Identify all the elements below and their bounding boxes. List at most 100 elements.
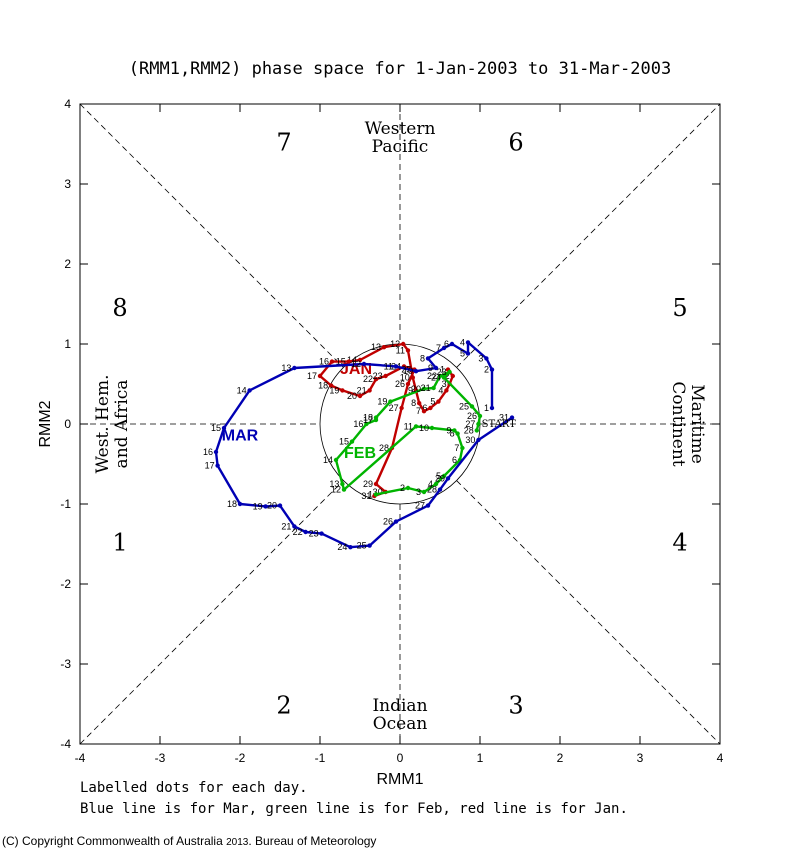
- day-dot: [489, 367, 495, 372]
- series-lines: 1234567891011121314151617181920212223242…: [203, 337, 516, 552]
- day-label: 14: [323, 455, 333, 465]
- note-line-1: Labelled dots for each day.: [80, 780, 308, 796]
- day-dot: [421, 409, 427, 414]
- series-line-feb: [334, 370, 482, 496]
- day-dot: [247, 388, 252, 393]
- day-dot: [441, 473, 447, 479]
- y-tick-label: 3: [64, 177, 71, 191]
- x-tick-label: 3: [637, 751, 644, 765]
- x-tick-label: 0: [397, 751, 404, 765]
- day-label: 18: [318, 381, 328, 391]
- day-dot: [215, 463, 220, 468]
- day-dot: [449, 341, 455, 347]
- day-label: 3: [416, 487, 421, 497]
- day-dot: [405, 381, 411, 387]
- day-label: 11: [384, 361, 393, 371]
- day-dot: [367, 543, 372, 548]
- day-dot: [388, 399, 393, 404]
- start-label: START: [482, 419, 517, 430]
- x-tick-label: 1: [477, 751, 484, 765]
- copyright-year: 2013: [226, 837, 249, 848]
- day-label: 16: [319, 357, 329, 367]
- day-dot: [364, 421, 369, 427]
- y-tick-label: -4: [60, 737, 71, 751]
- day-dot: [413, 424, 419, 429]
- day-dot: [428, 405, 433, 411]
- day-dot: [221, 425, 227, 431]
- day-dot: [373, 492, 379, 497]
- day-label: 5: [430, 397, 435, 407]
- day-label: 10: [403, 366, 413, 376]
- day-label: 6: [422, 403, 427, 413]
- day-dot: [447, 369, 452, 375]
- day-label: 22: [427, 371, 437, 381]
- day-dot: [329, 359, 335, 364]
- day-label: 29: [435, 473, 445, 483]
- day-label: 3: [478, 353, 483, 363]
- phase-label-4: 4: [672, 528, 687, 556]
- day-label: 17: [307, 371, 317, 381]
- day-label: 15: [336, 357, 346, 367]
- day-label: 13: [281, 363, 291, 373]
- day-dot: [373, 377, 379, 382]
- day-label: 9: [428, 363, 433, 373]
- day-label: 12: [390, 339, 400, 349]
- region-right-line-1: Maritime: [687, 384, 707, 464]
- day-dot: [341, 487, 347, 492]
- day-label: 14: [347, 355, 357, 365]
- day-dot: [465, 351, 471, 356]
- y-tick-label: 2: [64, 257, 71, 271]
- chart-title: (RMM1,RMM2) phase space for 1-Jan-2003 t…: [129, 59, 671, 79]
- day-dot: [373, 481, 379, 487]
- day-label: 23: [437, 367, 447, 377]
- day-dot: [410, 375, 415, 380]
- day-label: 12: [351, 359, 361, 369]
- day-label: 3: [442, 379, 447, 389]
- y-tick-label: -1: [60, 497, 71, 511]
- day-label: 19: [253, 501, 263, 511]
- region-top-line-2: Pacific: [372, 137, 429, 157]
- day-dot: [340, 481, 345, 487]
- day-dot: [263, 504, 268, 509]
- day-label: 4: [460, 337, 465, 347]
- note-line-2: Blue line is for Mar, green line is for …: [80, 801, 628, 817]
- day-label: 19: [329, 385, 339, 395]
- day-dot: [509, 415, 515, 420]
- day-label: 1: [368, 489, 373, 499]
- y-tick-label: -3: [60, 657, 71, 671]
- day-dot: [292, 365, 297, 371]
- day-label: 31: [499, 413, 509, 423]
- day-label: 2: [484, 365, 489, 375]
- day-dot: [393, 364, 399, 369]
- day-dot: [429, 425, 435, 431]
- day-label: 27: [465, 419, 475, 429]
- diagonal-line-1: [79, 103, 344, 368]
- day-dot: [489, 405, 495, 411]
- day-dot: [381, 345, 387, 350]
- day-dot: [383, 373, 388, 379]
- day-label: 28: [427, 485, 437, 495]
- day-label: 1: [484, 403, 489, 413]
- day-label: 20: [411, 384, 421, 394]
- day-label: 13: [371, 342, 381, 352]
- diagonal-line-2: [79, 480, 344, 745]
- day-label: 9: [446, 425, 451, 435]
- day-dot: [348, 545, 353, 550]
- day-label: 15: [211, 423, 221, 433]
- diagonal-line-2-b: [456, 103, 721, 368]
- day-dot: [277, 503, 283, 508]
- day-label: 30: [465, 435, 475, 445]
- y-tick-label: -2: [60, 577, 71, 591]
- day-label: 7: [454, 443, 459, 453]
- day-label: 5: [436, 471, 441, 481]
- day-dot: [346, 359, 351, 364]
- day-dot: [441, 345, 447, 351]
- day-dot: [357, 357, 363, 363]
- day-dot: [333, 457, 339, 463]
- day-dot: [405, 485, 411, 491]
- series-month-label: MAR: [222, 427, 259, 444]
